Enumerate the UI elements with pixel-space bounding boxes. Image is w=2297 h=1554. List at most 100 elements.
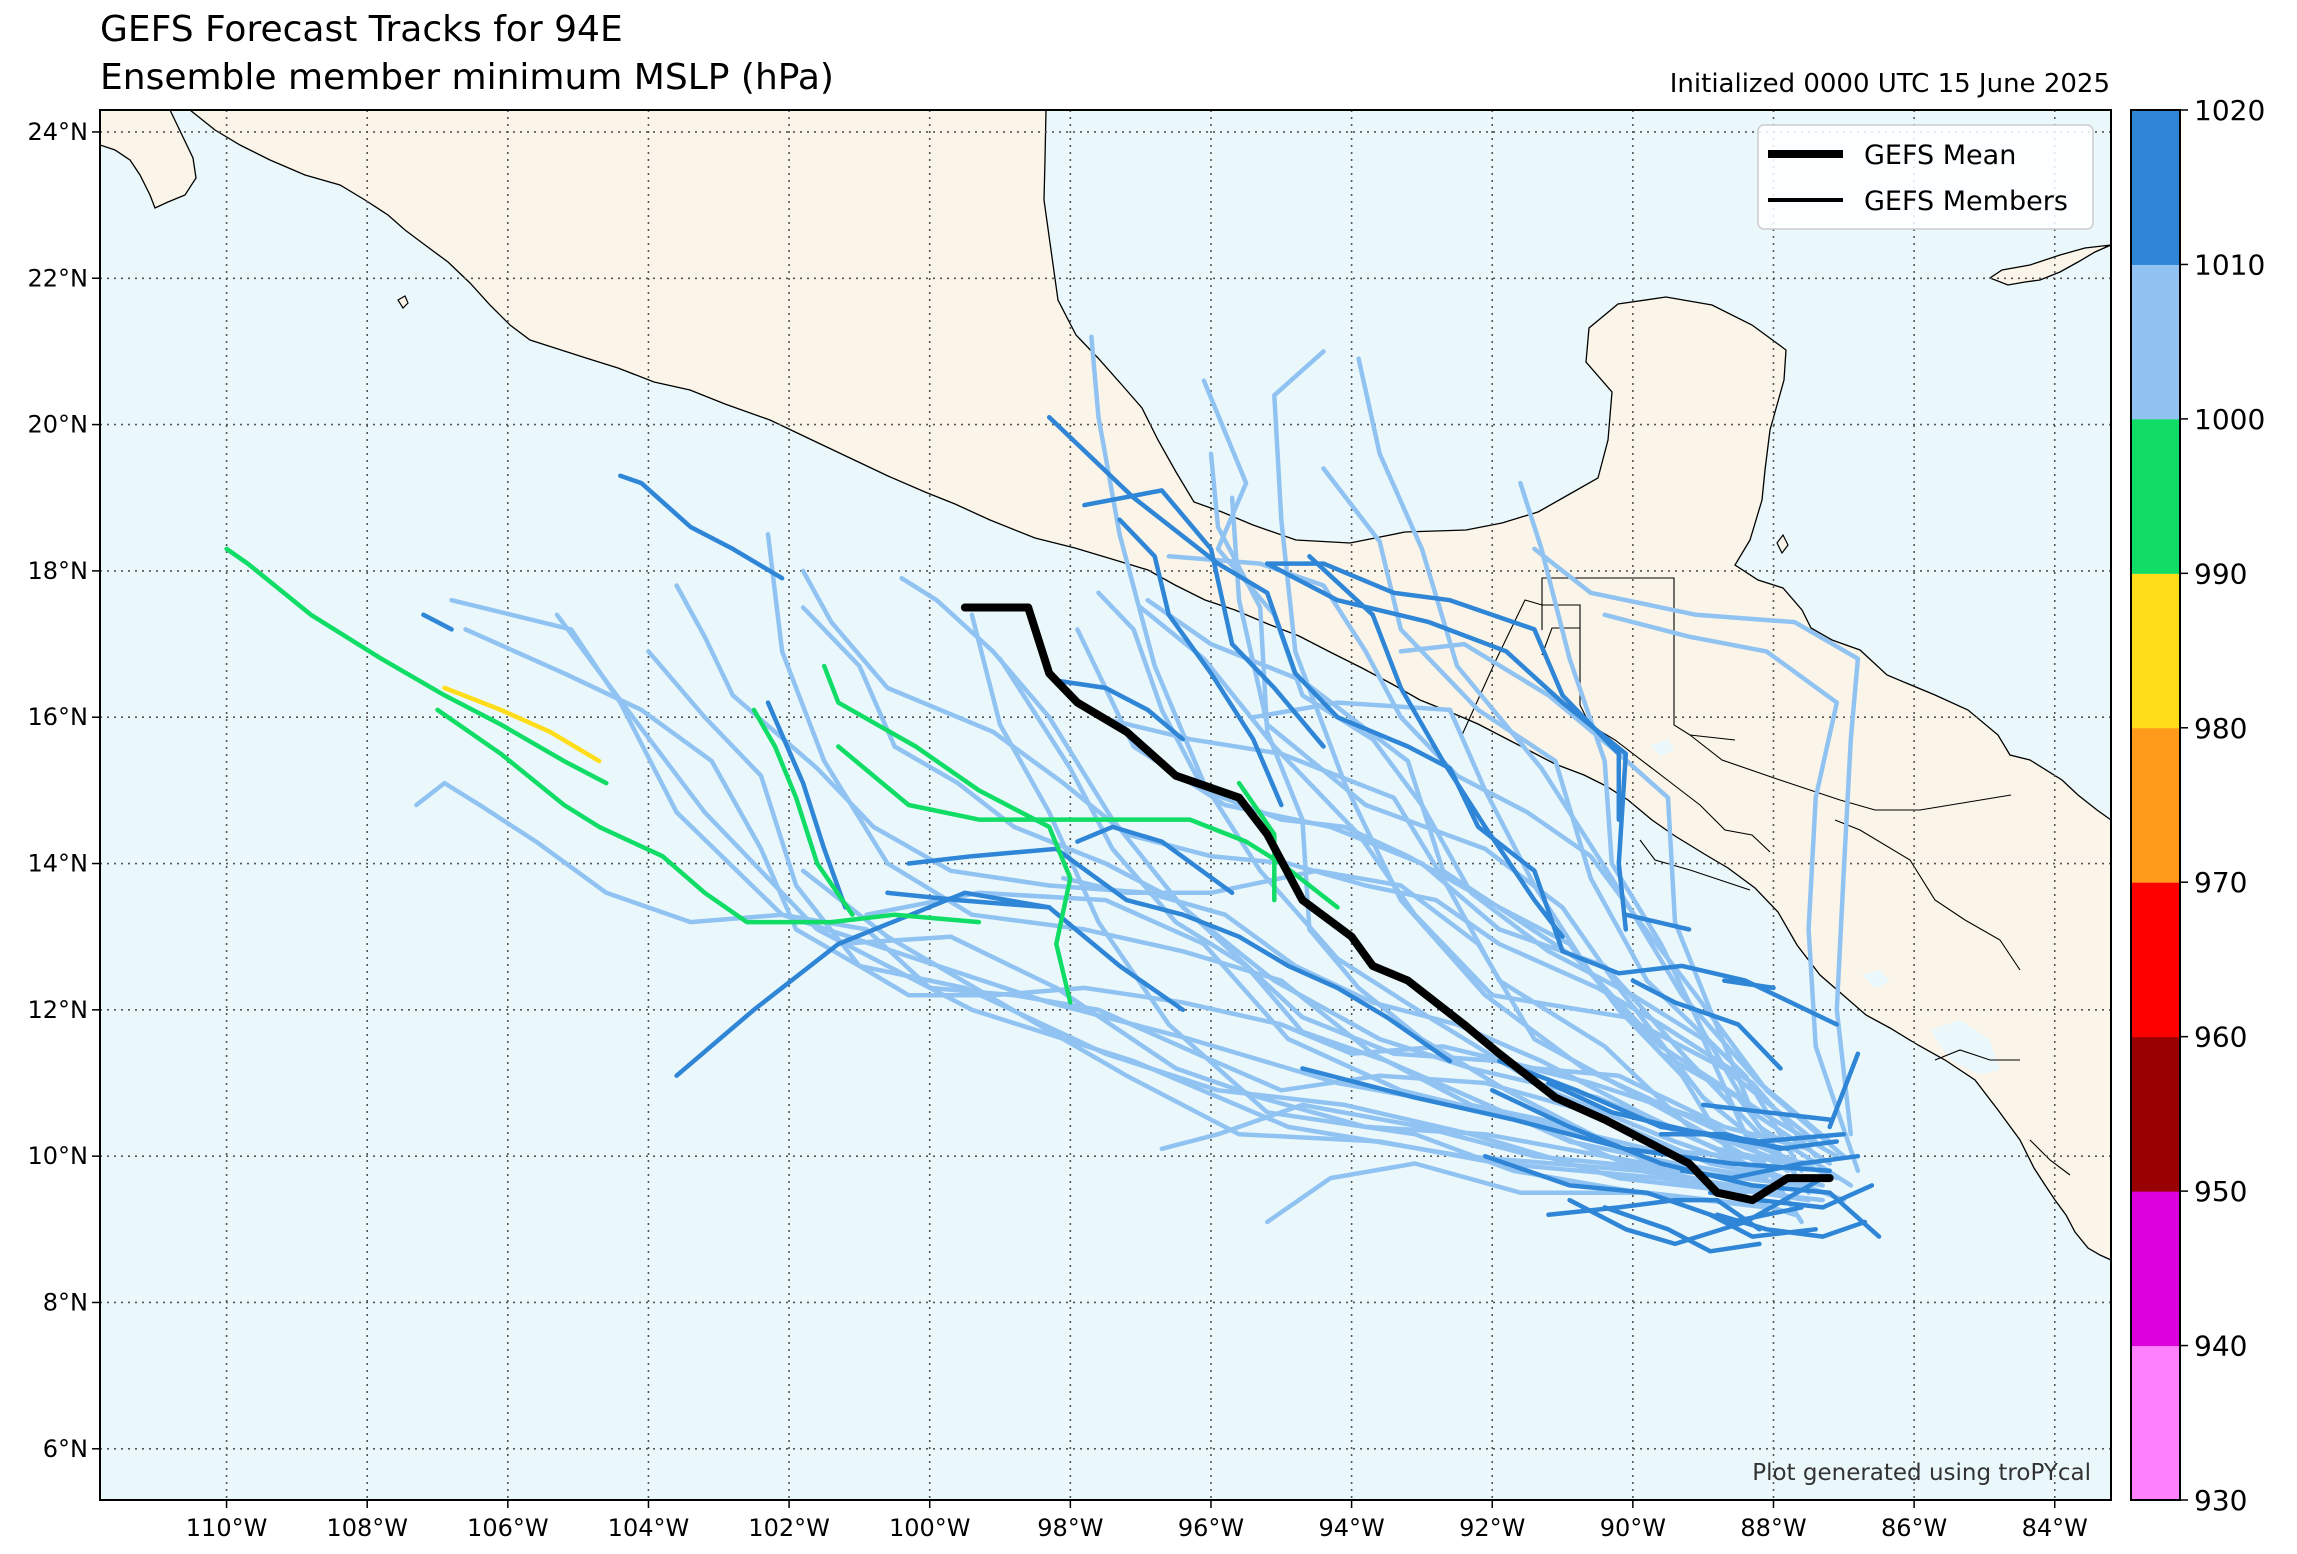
lon-tick-label: 92°W: [1459, 1514, 1525, 1542]
member-track: [1307, 554, 1565, 939]
colorbar-tick-label: 970: [2194, 866, 2247, 899]
member-track: [800, 568, 1818, 1159]
colorbar-segment: [2131, 1191, 2180, 1347]
member-track: [1250, 700, 1811, 1195]
colorbar-tick-label: 930: [2194, 1484, 2247, 1517]
member-track: [751, 707, 855, 917]
lon-tick-label: 90°W: [1600, 1514, 1666, 1542]
mean-track-group: [960, 603, 1834, 1205]
lat-tick-label: 8°N: [43, 1288, 88, 1316]
colorbar-segment: [2131, 264, 2180, 420]
land-mainland: [100, 110, 2111, 1261]
lat-tick-label: 20°N: [28, 411, 89, 439]
lat-tick-label: 12°N: [28, 996, 89, 1024]
member-track: [997, 656, 1769, 1181]
member-track: [969, 612, 1769, 1210]
init-time-label: Initialized 0000 UTC 15 June 2025: [1669, 69, 2110, 99]
member-track: [1707, 1212, 1818, 1239]
member-track: [674, 583, 1847, 1203]
lon-tick-label: 100°W: [889, 1514, 971, 1542]
member-track: [421, 612, 454, 632]
member-track: [646, 649, 1748, 1195]
member-tracks: [224, 334, 1882, 1254]
member-track: [1264, 561, 1629, 932]
lake-managua: [1862, 970, 1890, 988]
member-track: [1166, 554, 1847, 1159]
member-track: [1630, 978, 1783, 1071]
member-track: [1356, 356, 1832, 1144]
colorbar-segment: [2131, 882, 2180, 1038]
colorbar-tick-label: 950: [2194, 1175, 2247, 1208]
lat-tick-label: 18°N: [28, 557, 89, 585]
lake-nicaragua: [1930, 1020, 2000, 1075]
member-track: [1089, 334, 1804, 1188]
lon-tick-label: 102°W: [748, 1514, 830, 1542]
member-track: [1398, 641, 1832, 1166]
colorbar-segment: [2131, 418, 2180, 574]
colorbar-segment: [2131, 1036, 2180, 1192]
member-track: [1658, 1131, 1840, 1152]
lon-tick-label: 88°W: [1740, 1514, 1806, 1542]
member-track: [800, 605, 1790, 1174]
colorbar-tick-labels: 930 940 950 960 970 980 990 1000 1010 1020: [2180, 94, 2265, 1517]
lon-tick-label: 108°W: [326, 1514, 408, 1542]
colorbar-segment: [2131, 727, 2180, 883]
mean-track: [960, 603, 1834, 1205]
lat-tick-label: 6°N: [43, 1435, 88, 1463]
member-track: [435, 707, 982, 925]
member-track: [1096, 590, 1734, 1159]
member-track: [1518, 480, 1854, 1188]
member-track: [1679, 1153, 1861, 1181]
chart-subtitle: Ensemble member minimum MSLP (hPa): [100, 57, 834, 98]
member-track: [1497, 1058, 1847, 1144]
member-track: [864, 890, 1762, 1195]
legend: GEFS Mean GEFS Members: [1757, 124, 2094, 230]
lat-tick-labels: 6°N 8°N 10°N 12°N 14°N 16°N 18°N 20°N 22°N 24°N: [28, 118, 100, 1463]
member-track: [1722, 978, 1776, 991]
member-track: [821, 663, 1073, 1005]
colorbar-tick-label: 1010: [2194, 248, 2265, 281]
member-track: [442, 685, 602, 764]
legend-members-label: GEFS Members: [1864, 186, 2068, 217]
member-track: [674, 890, 1186, 1078]
lon-tick-label: 94°W: [1318, 1514, 1384, 1542]
member-track: [1117, 817, 1340, 910]
member-track: [1300, 1066, 1832, 1174]
lon-tick-label: 104°W: [608, 1514, 690, 1542]
colorbar-tick-label: 960: [2194, 1021, 2247, 1054]
land-island-cozumel: [1776, 533, 1789, 555]
chart-title: GEFS Forecast Tracks for 94E: [100, 9, 623, 50]
member-track: [1532, 546, 1861, 1137]
member-track: [1054, 678, 1186, 742]
member-track: [1602, 612, 1861, 1174]
member-track: [1082, 488, 1326, 749]
lake-izabal: [1650, 740, 1675, 756]
member-track: [224, 546, 609, 786]
map-frame: [99, 109, 2112, 1501]
credit-text: Plot generated using troPYcal: [1752, 1460, 2091, 1486]
member-track: [1602, 1205, 1762, 1254]
lon-tick-label: 98°W: [1037, 1514, 1103, 1542]
lake-chapala: [645, 395, 685, 408]
member-track: [906, 846, 1453, 1064]
member-track: [1075, 824, 1235, 896]
member-track: [618, 473, 785, 581]
member-track: [1201, 378, 1804, 1225]
member-track: [414, 780, 1825, 1188]
lon-tick-label: 86°W: [1881, 1514, 1947, 1542]
member-track: [1117, 517, 1284, 808]
colorbar-segment: [2131, 1345, 2180, 1501]
land-island-socorro: [397, 295, 409, 309]
member-track: [1827, 1051, 1861, 1130]
member-track: [1138, 605, 1818, 1144]
member-track: [1546, 1197, 1762, 1232]
lon-tick-label: 96°W: [1178, 1514, 1244, 1542]
member-track: [1236, 780, 1277, 903]
lat-tick-label: 22°N: [28, 264, 89, 292]
lat-tick-label: 10°N: [28, 1142, 89, 1170]
member-track: [1700, 1102, 1832, 1122]
lon-tick-label: 84°W: [2022, 1514, 2088, 1542]
legend-mean-label: GEFS Mean: [1864, 140, 2016, 171]
colorbar-segment: [2131, 573, 2180, 729]
